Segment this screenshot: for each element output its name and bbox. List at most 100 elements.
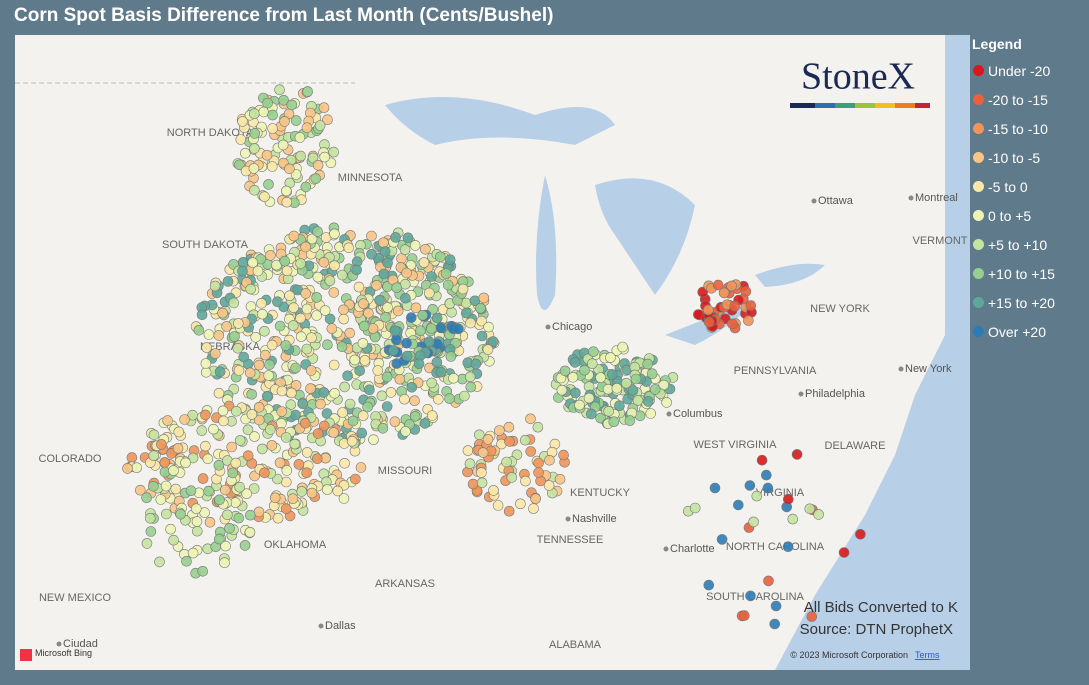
copyright: © 2023 Microsoft Corporation: [790, 650, 908, 660]
bid-point: [253, 401, 265, 413]
bid-point: [217, 405, 229, 417]
bid-point: [281, 196, 293, 208]
bid-point: [168, 534, 179, 546]
bid-point: [197, 473, 209, 484]
bid-point: [379, 246, 391, 257]
bid-point: [247, 257, 258, 268]
bid-point: [445, 351, 457, 362]
legend-item[interactable]: -5 to 0: [970, 172, 1089, 201]
bid-point: [355, 462, 367, 473]
bid-point: [702, 304, 714, 316]
bid-point: [274, 320, 286, 332]
bid-point: [328, 146, 340, 158]
bid-point: [346, 435, 358, 447]
bid-point: [238, 351, 249, 363]
bid-point: [464, 371, 476, 383]
bid-point: [423, 336, 435, 348]
bid-point: [328, 287, 340, 298]
bid-point: [614, 400, 625, 412]
bid-point: [201, 342, 212, 353]
bid-point: [586, 358, 598, 370]
bid-point: [727, 318, 738, 330]
bid-point: [159, 457, 170, 468]
legend-label: +10 to +15: [988, 265, 1055, 282]
bid-point: [506, 472, 518, 483]
bid-point: [357, 337, 369, 349]
legend-item[interactable]: +5 to +10: [970, 230, 1089, 259]
bid-point: [203, 485, 214, 497]
bid-point: [374, 294, 385, 306]
bid-point: [263, 179, 274, 190]
bid-point: [389, 416, 401, 428]
bid-point: [244, 526, 256, 538]
bid-point: [476, 315, 487, 327]
bid-point: [476, 467, 487, 478]
city-marker: [318, 623, 324, 629]
bid-point: [338, 313, 350, 325]
bid-point: [611, 382, 623, 394]
bid-point: [301, 343, 313, 355]
bid-point: [311, 292, 323, 303]
bid-point: [296, 486, 308, 497]
legend-item[interactable]: 0 to +5: [970, 201, 1089, 230]
bid-point: [284, 290, 295, 302]
legend-item[interactable]: Over +20: [970, 317, 1089, 346]
bid-point: [444, 393, 455, 404]
legend-item[interactable]: +15 to +20: [970, 288, 1089, 317]
bid-point: [311, 310, 322, 321]
legend-item[interactable]: Under -20: [970, 56, 1089, 85]
bid-point: [281, 465, 293, 476]
bid-point: [267, 123, 278, 134]
legend-label: -15 to -10: [988, 120, 1048, 137]
bid-point: [448, 372, 459, 384]
ocean: [775, 35, 970, 670]
bid-point: [179, 414, 190, 425]
bid-point: [126, 452, 138, 463]
legend-label: +15 to +20: [988, 294, 1055, 311]
note: All Bids Converted to K: [804, 599, 958, 616]
bid-point: [214, 533, 225, 545]
bid-point: [435, 366, 447, 378]
logo-bar: [815, 103, 835, 108]
legend-item[interactable]: +10 to +15: [970, 259, 1089, 288]
bid-point: [155, 494, 167, 505]
bid-point: [431, 312, 443, 324]
bid-point: [367, 323, 379, 334]
bid-point: [193, 324, 205, 336]
legend-label: 0 to +5: [988, 207, 1032, 224]
bid-point: [528, 503, 539, 514]
bid-point: [431, 356, 443, 368]
bid-point: [269, 492, 281, 504]
bid-point: [200, 440, 211, 452]
bid-point: [217, 307, 228, 319]
bid-point: [339, 381, 350, 393]
bid-point: [372, 365, 384, 376]
bid-point: [748, 516, 759, 528]
bid-point: [318, 102, 330, 113]
bid-point: [141, 538, 153, 549]
bid-point: [185, 485, 197, 497]
bid-point: [305, 365, 317, 376]
bid-point: [306, 332, 317, 344]
bid-point: [301, 122, 313, 133]
bid-point: [254, 414, 265, 426]
bid-point: [357, 410, 369, 422]
bid-point: [257, 308, 268, 320]
bid-point: [209, 280, 221, 292]
city-marker: [56, 641, 62, 647]
bid-point: [467, 478, 479, 490]
terms-link[interactable]: Terms: [915, 650, 940, 660]
logo: StoneX: [790, 56, 930, 108]
bid-point: [301, 447, 313, 458]
city-marker: [798, 391, 804, 397]
legend-item[interactable]: -10 to -5: [970, 143, 1089, 172]
legend-item[interactable]: -20 to -15: [970, 85, 1089, 114]
bid-point: [187, 547, 199, 559]
bid-point: [570, 387, 581, 399]
bid-point: [297, 398, 309, 410]
legend-item[interactable]: -15 to -10: [970, 114, 1089, 143]
bid-point: [262, 390, 273, 402]
bid-point: [220, 484, 231, 496]
bid-point: [605, 352, 616, 363]
bid-point: [435, 322, 447, 334]
